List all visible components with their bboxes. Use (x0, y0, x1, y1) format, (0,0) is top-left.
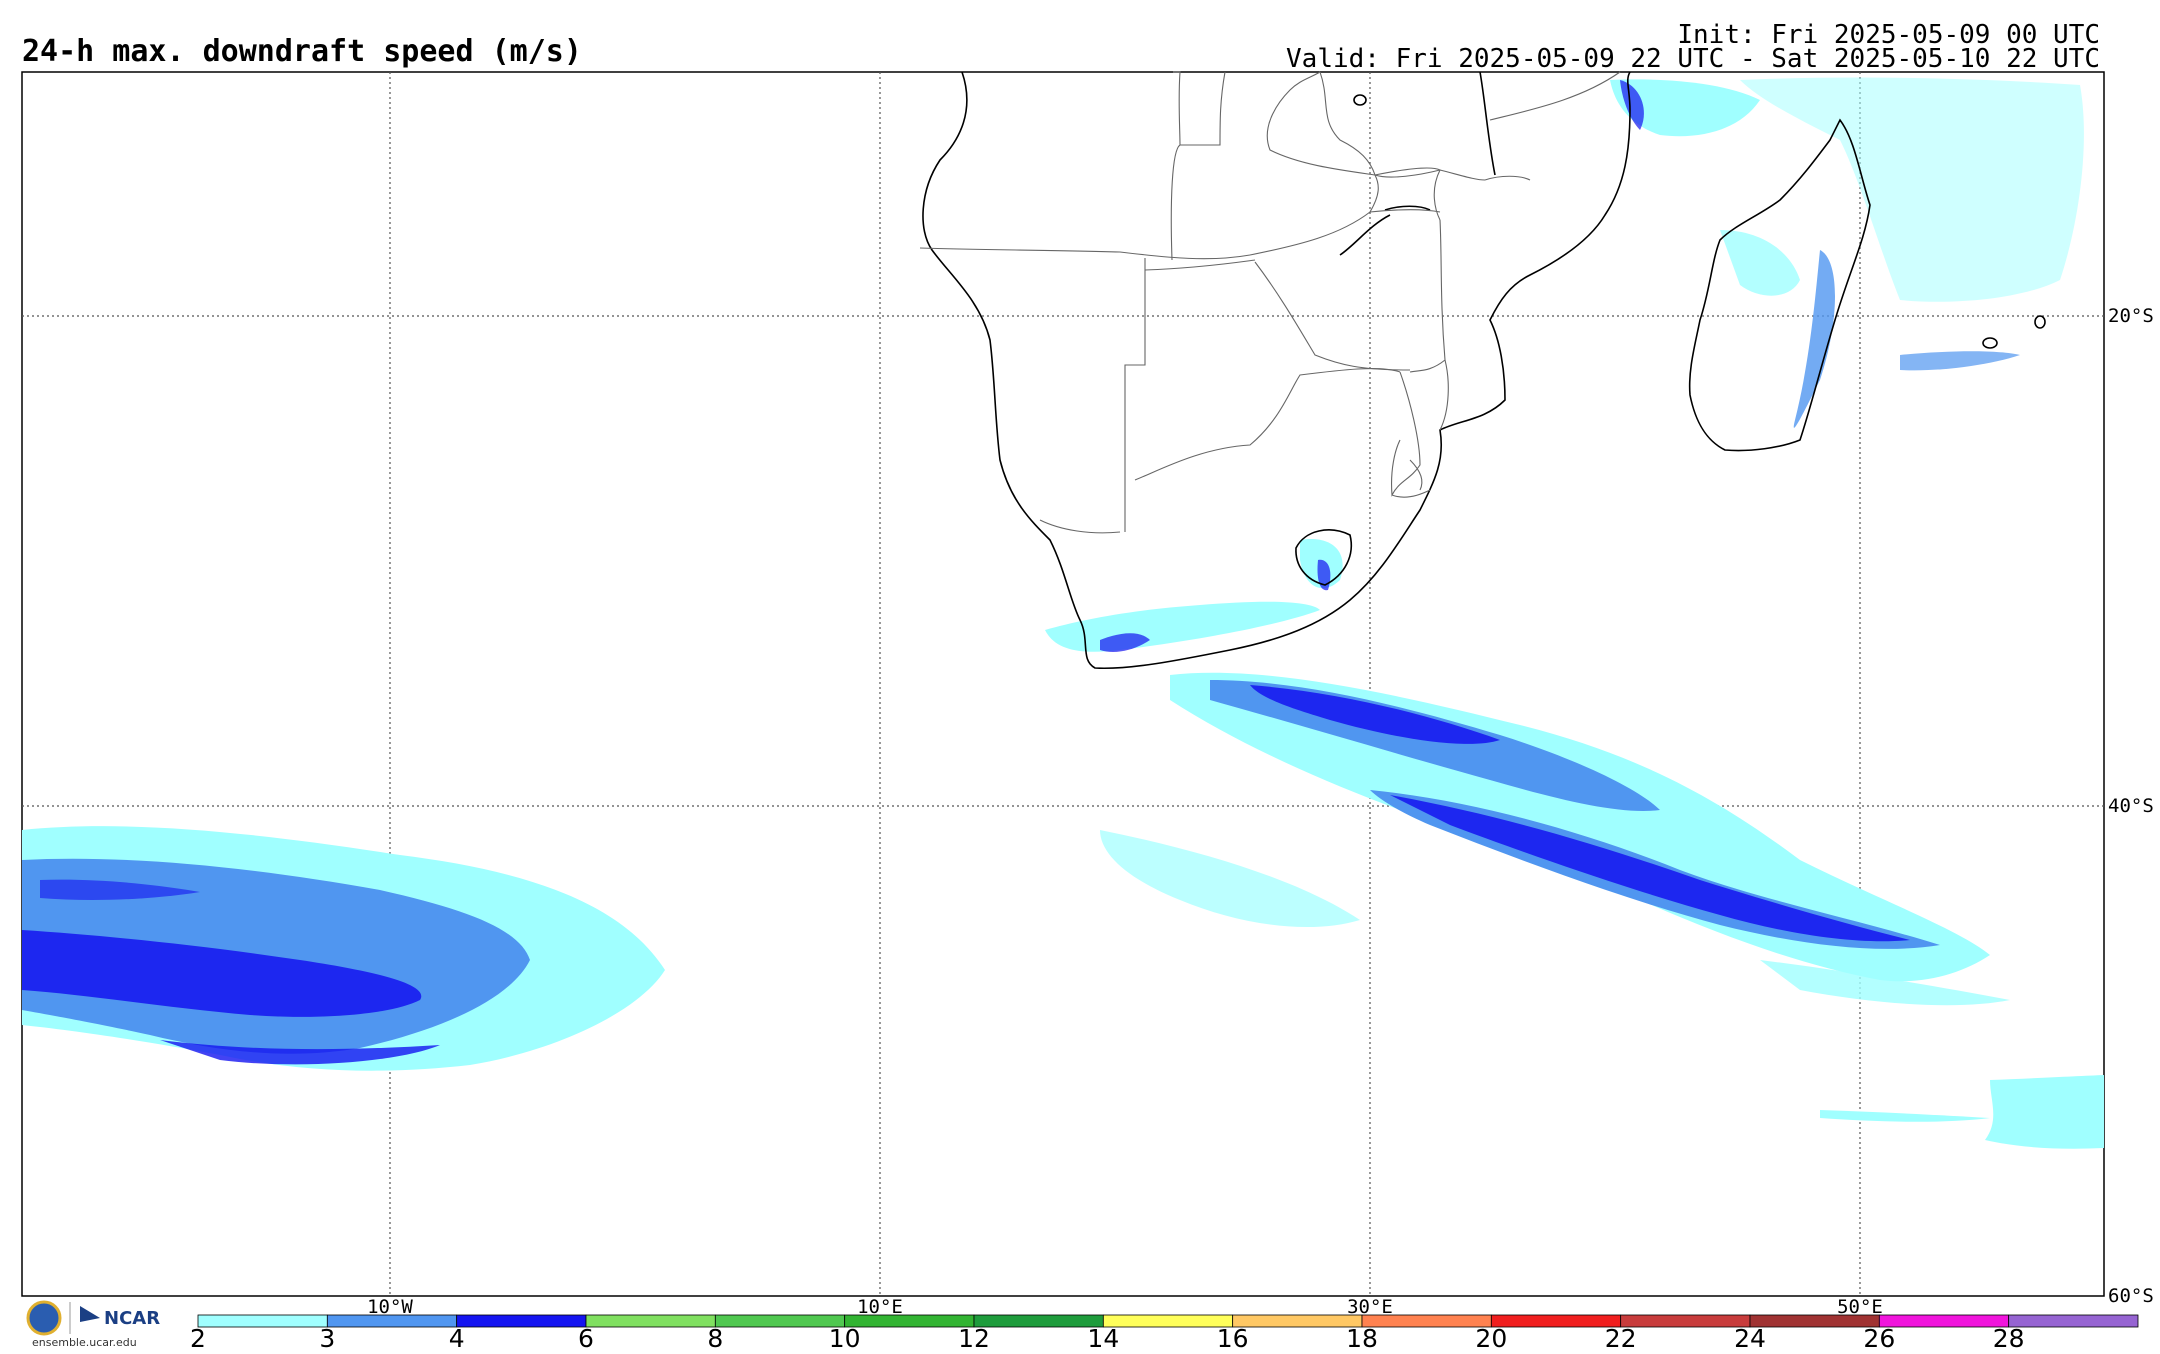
colorbar: 2 3 4 6 8 10 12 14 16 18 20 22 24 26 28 (190, 1314, 2139, 1353)
colorbar-tick-label: 26 (1863, 1324, 1895, 1353)
lon-label-30e: 30°E (1347, 1296, 1393, 1318)
colorbar-swatch (326, 1314, 458, 1328)
downdraft-field-west (22, 826, 665, 1071)
colorbar-tick-label: 16 (1217, 1324, 1249, 1353)
colorbar-swatch (714, 1314, 846, 1328)
colorbar-tick-label: 12 (958, 1324, 990, 1353)
colorbar-swatch (1102, 1314, 1234, 1328)
colorbar-tick-label: 24 (1734, 1324, 1766, 1353)
colorbar-tick-label: 2 (190, 1324, 206, 1353)
map-frame (21, 71, 2105, 1297)
colorbar-swatch (2008, 1314, 2139, 1328)
map-title: 24-h max. downdraft speed (m/s) (22, 34, 582, 69)
colorbar-swatch (1361, 1314, 1492, 1328)
colorbar-tick-label: 10 (829, 1324, 861, 1353)
colorbar-swatch (1749, 1314, 1880, 1328)
lat-label-60s: 60°S (2108, 1285, 2154, 1307)
colorbar-swatch (1232, 1314, 1363, 1328)
valid-time: Valid: Fri 2025-05-09 22 UTC - Sat 2025-… (1286, 44, 2100, 74)
colorbar-swatch (456, 1314, 587, 1328)
nsf-logo-icon (26, 1300, 62, 1336)
lon-label-10e: 10°E (857, 1296, 903, 1318)
colorbar-tick-label: 8 (707, 1324, 723, 1353)
colorbar-tick-label: 14 (1087, 1324, 1119, 1353)
logo-block (26, 1300, 100, 1336)
downdraft-field-coastal (1045, 77, 2084, 652)
lon-label-10w: 10°W (367, 1296, 413, 1318)
colorbar-swatch (1490, 1314, 1622, 1328)
colorbar-tick-label: 18 (1346, 1324, 1378, 1353)
colorbar-swatch (1878, 1314, 2010, 1328)
colorbar-tick-label: 20 (1475, 1324, 1507, 1353)
init-time: Init: Fri 2025-05-09 00 UTC (1677, 20, 2100, 50)
colorbar-swatch (1620, 1314, 1751, 1328)
colorbar-swatch (844, 1314, 975, 1328)
country-borders (919, 71, 1621, 534)
colorbar-swatch (197, 1314, 328, 1328)
ncar-logo-icon (80, 1306, 100, 1322)
lon-label-50e: 50°E (1837, 1296, 1883, 1318)
colorbar-tick-label: 22 (1605, 1324, 1637, 1353)
colorbar-tick-label: 28 (1993, 1324, 2025, 1353)
coastlines (922, 71, 2046, 670)
colorbar-swatch (973, 1314, 1104, 1328)
colorbar-tick-label: 3 (319, 1324, 335, 1353)
lat-label-20s: 20°S (2108, 305, 2154, 327)
colorbar-tick-label: 4 (449, 1324, 465, 1353)
downdraft-field-east (1100, 672, 2104, 1149)
gridlines (22, 72, 2104, 1296)
logo-url: ensemble.ucar.edu (32, 1336, 137, 1349)
colorbar-tick-label: 6 (578, 1324, 594, 1353)
lat-label-40s: 40°S (2108, 795, 2154, 817)
colorbar-swatch (585, 1314, 716, 1328)
ncar-logo-text: NCAR (104, 1308, 161, 1329)
